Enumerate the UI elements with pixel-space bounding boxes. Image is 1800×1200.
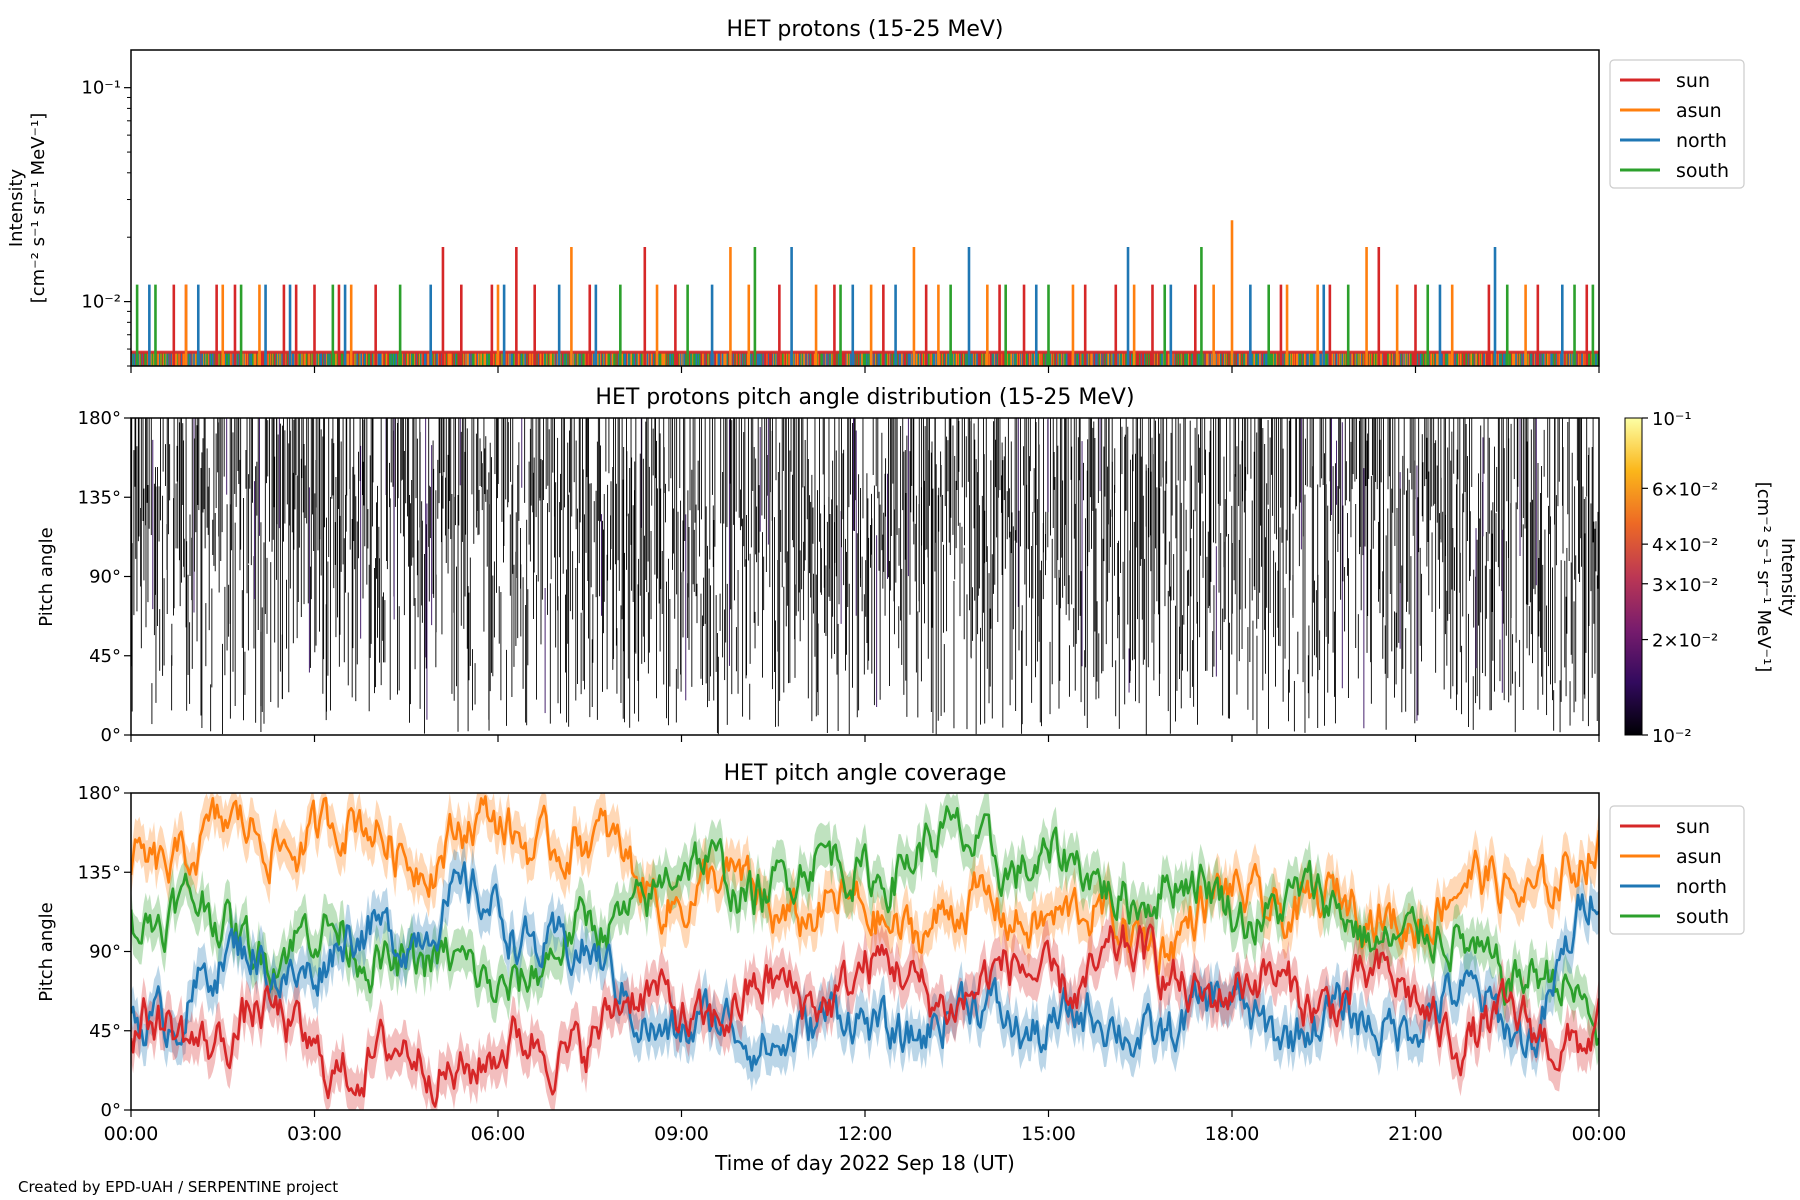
x-tick-label: 12:00 [838, 1123, 893, 1145]
y-tick-label: 0° [101, 725, 121, 746]
panel1-ylabel: Intensity [cm⁻² s⁻¹ sr⁻¹ MeV⁻¹] [6, 113, 49, 304]
legend-label-north: north [1676, 876, 1727, 898]
line-sun [131, 923, 1599, 1108]
line-south [131, 805, 1599, 1046]
colorbar-label-line2: [cm⁻² s⁻¹ sr⁻¹ MeV⁻¹] [1753, 482, 1774, 673]
colorbar-tick-label: 10⁻¹ [1652, 409, 1692, 430]
colorbar: 10⁻² 2×10⁻² 3×10⁻² 4×10⁻² 6×10⁻² 10⁻¹ Intensi… [1624, 409, 1798, 747]
colorbar-gradient [1624, 417, 1643, 736]
panel1-legend: sun asun north south [1609, 59, 1745, 189]
legend-label-south: south [1676, 160, 1729, 182]
colorbar-label-line1: Intensity [1777, 538, 1798, 617]
legend-frame [1609, 59, 1745, 189]
colorbar-tick-label: 6×10⁻² [1652, 479, 1718, 500]
y-tick-label: 45° [89, 646, 121, 667]
y-tick-label: 90° [89, 567, 121, 588]
panel-pitch-distribution: HET protons pitch angle distribution (15… [36, 385, 1798, 747]
x-tick-label: 15:00 [1021, 1123, 1076, 1145]
colorbar-tick-label: 3×10⁻² [1652, 575, 1718, 596]
x-tick-label: 09:00 [654, 1123, 709, 1145]
line-asun [131, 795, 1599, 975]
band-asun [131, 793, 1599, 995]
panel1-title: HET protons (15-25 MeV) [727, 17, 1004, 42]
legend-label-asun: asun [1676, 846, 1722, 868]
x-tick-label: 03:00 [287, 1123, 342, 1145]
line-north [131, 861, 1599, 1072]
credit-footer: Created by EPD-UAH / SERPENTINE project [18, 1178, 338, 1196]
panel1-ylabel-line1: Intensity [6, 168, 27, 247]
y-tick-label: 180° [78, 408, 121, 429]
y-tick-label: 135° [78, 487, 121, 508]
panel1-x-ticks [130, 366, 1600, 373]
y-tick-label: 10⁻¹ [81, 78, 121, 99]
legend-label-sun: sun [1676, 70, 1710, 92]
colorbar-tick-label: 4×10⁻² [1652, 535, 1718, 556]
y-tick-label: 180° [78, 783, 121, 804]
panel3-series [131, 793, 1599, 1110]
panel3-x-ticks: 00:00 03:00 06:00 09:00 12:00 15:00 18:00 21:00… [104, 1110, 1627, 1145]
band-south [131, 793, 1599, 1066]
panel1-y-ticks: 10⁻² 10⁻¹ [81, 78, 131, 367]
panel-pitch-coverage: HET pitch angle coverage Pitch angle 0° 4… [36, 761, 1745, 1175]
x-tick-label: 18:00 [1205, 1123, 1260, 1145]
x-axis-label: Time of day 2022 Sep 18 (UT) [714, 1151, 1015, 1175]
x-tick-label: 21:00 [1388, 1123, 1443, 1145]
x-tick-label: 06:00 [471, 1123, 526, 1145]
legend-frame [1609, 805, 1745, 935]
legend-label-sun: sun [1676, 816, 1710, 838]
y-tick-label: 135° [78, 862, 121, 883]
legend-label-north: north [1676, 130, 1727, 152]
colorbar-tick-label: 2×10⁻² [1652, 631, 1718, 652]
legend-label-south: south [1676, 906, 1729, 928]
y-tick-label: 0° [101, 1100, 121, 1121]
panel2-ylabel: Pitch angle [36, 527, 57, 626]
legend-label-asun: asun [1676, 100, 1722, 122]
panel2-title: HET protons pitch angle distribution (15… [595, 385, 1134, 410]
panel3-ylabel: Pitch angle [36, 902, 57, 1001]
colorbar-ticks: 10⁻² 2×10⁻² 3×10⁻² 4×10⁻² 6×10⁻² 10⁻¹ [1642, 409, 1718, 747]
panel2-x-ticks [130, 735, 1600, 742]
y-tick-label: 90° [89, 942, 121, 963]
x-tick-label: 00:00 [104, 1123, 159, 1145]
panel-intensity: HET protons (15-25 MeV) Intensity [cm⁻² … [6, 17, 1745, 373]
colorbar-label: Intensity [cm⁻² s⁻¹ sr⁻¹ MeV⁻¹] [1753, 482, 1798, 673]
panel3-title: HET pitch angle coverage [724, 761, 1007, 786]
band-sun [131, 903, 1599, 1110]
panel2-y-ticks: 0° 45° 90° 135° 180° [78, 408, 131, 746]
baseline-band [131, 350, 1599, 354]
panel3-legend: sun asun north south [1609, 805, 1745, 935]
y-tick-label: 10⁻² [81, 292, 121, 313]
panel3-y-ticks: 0° 45° 90° 135° 180° [78, 783, 131, 1121]
x-tick-label: 00:00 [1572, 1123, 1627, 1145]
panel1-ylabel-line2: [cm⁻² s⁻¹ sr⁻¹ MeV⁻¹] [28, 113, 49, 304]
panel1-series [131, 220, 1599, 366]
panel2-heatmap [131, 418, 1599, 735]
colorbar-tick-label: 10⁻² [1652, 726, 1692, 747]
y-tick-label: 45° [89, 1021, 121, 1042]
